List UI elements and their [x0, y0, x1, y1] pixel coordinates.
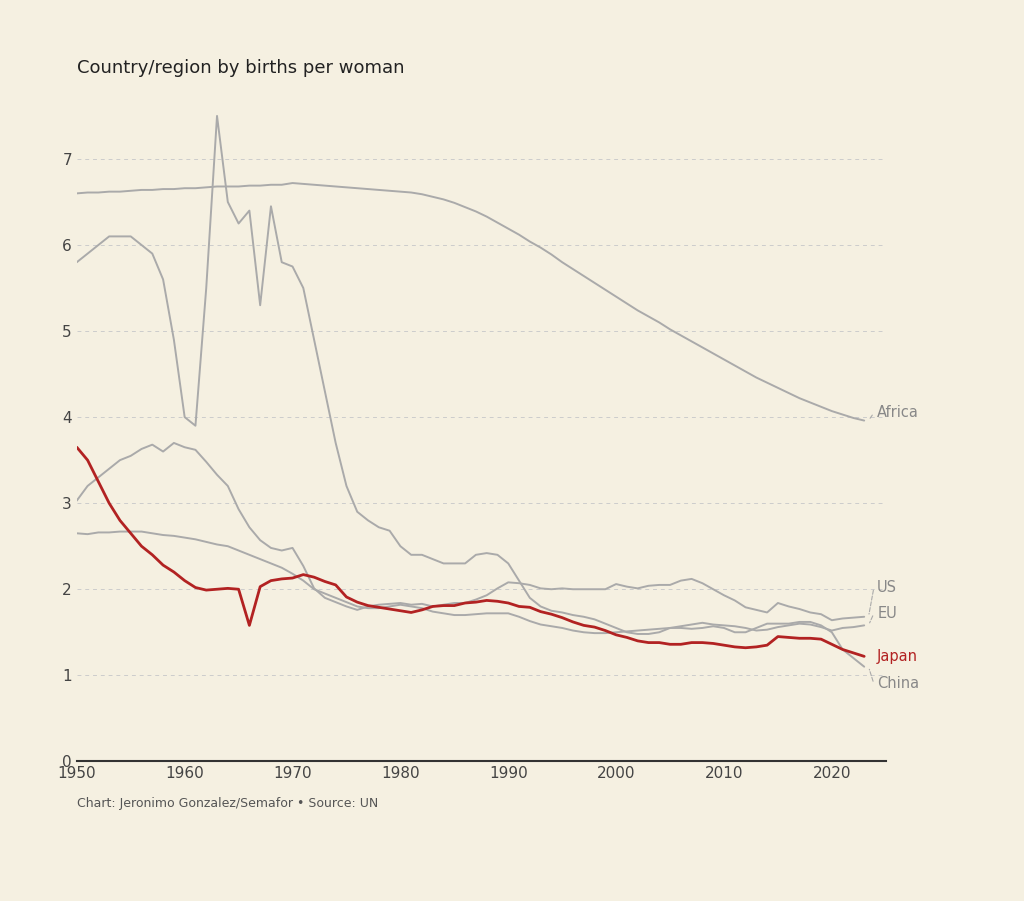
Text: China: China: [878, 677, 920, 691]
Text: SEMAFOR: SEMAFOR: [41, 846, 177, 870]
Text: EU: EU: [878, 605, 897, 621]
Text: Country/region by births per woman: Country/region by births per woman: [77, 59, 404, 77]
Text: US: US: [878, 580, 897, 595]
Text: Japan: Japan: [878, 649, 919, 664]
Text: Africa: Africa: [878, 405, 919, 420]
Text: Chart: Jeronimo Gonzalez/Semafor • Source: UN: Chart: Jeronimo Gonzalez/Semafor • Sourc…: [77, 797, 378, 810]
